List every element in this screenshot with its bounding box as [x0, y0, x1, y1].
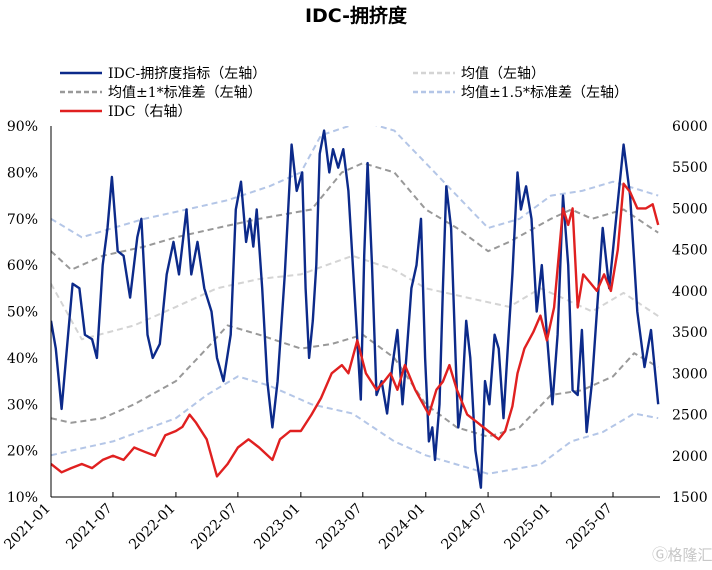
- series-line-4: [51, 126, 659, 239]
- x-tick-label: 2024-01: [376, 501, 428, 553]
- y-right-tick-label: 3000: [672, 366, 708, 382]
- series-line-6: [51, 182, 660, 478]
- series-line-3: [51, 324, 659, 438]
- y-right-tick-label: 2500: [672, 408, 708, 424]
- y-left-tick-label: 40%: [7, 351, 38, 367]
- y-left-tick-label: 50%: [7, 305, 38, 321]
- y-right-tick-label: 5500: [672, 160, 708, 176]
- watermark-text: 格隆汇: [667, 546, 712, 564]
- legend-label: 均值±1*标准差（左轴）: [108, 85, 262, 101]
- series-line-1: [51, 254, 659, 341]
- x-tick-label: 2021-07: [63, 501, 115, 553]
- x-tick-label: 2022-01: [126, 501, 178, 553]
- y-right-tick-label: 4000: [672, 284, 708, 300]
- y-left-tick-label: 90%: [7, 119, 38, 135]
- y-right-tick-label: 6000: [672, 119, 708, 135]
- y-left-tick-label: 10%: [7, 490, 38, 506]
- legend-label: 均值±1.5*标准差（左轴）: [461, 85, 628, 101]
- x-tick-label: 2022-07: [188, 501, 240, 553]
- y-right-tick-label: 4500: [672, 243, 708, 259]
- watermark-logo: Ⓖ: [652, 545, 668, 564]
- legend-label: IDC-拥挤度指标（左轴）: [108, 66, 266, 82]
- y-right-tick-label: 1500: [672, 490, 708, 506]
- series-line-0: [51, 129, 660, 489]
- x-tick-label: 2023-07: [313, 501, 365, 553]
- plot-lines: [51, 126, 660, 489]
- y-right-tick-label: 2000: [672, 449, 708, 465]
- series-line-2: [51, 162, 659, 271]
- y-left-tick-label: 20%: [7, 444, 38, 460]
- legend: IDC-拥挤度指标（左轴） 均值（左轴） 均值±1*标准差（左轴） 均值±1.5*标准…: [60, 66, 628, 120]
- y-left-tick-label: 80%: [7, 165, 38, 181]
- x-tick-label: 2021-01: [1, 501, 53, 553]
- x-tick-label: 2025-01: [501, 501, 553, 553]
- legend-label: 均值（左轴）: [461, 66, 545, 82]
- y-right-tick-label: 5000: [672, 201, 708, 217]
- y-left-tick-label: 30%: [7, 397, 38, 413]
- y-right-tick-label: 3500: [672, 325, 708, 341]
- y-left-tick-label: 60%: [7, 258, 38, 274]
- x-tick-label: 2025-07: [563, 501, 615, 553]
- x-tick-label: 2024-07: [438, 501, 490, 553]
- y-left-tick-label: 70%: [7, 212, 38, 228]
- chart-title: IDC-拥挤度: [305, 4, 408, 27]
- series-line-5: [51, 375, 659, 475]
- legend-label: IDC（右轴）: [108, 104, 191, 120]
- x-tick-label: 2023-01: [251, 501, 303, 553]
